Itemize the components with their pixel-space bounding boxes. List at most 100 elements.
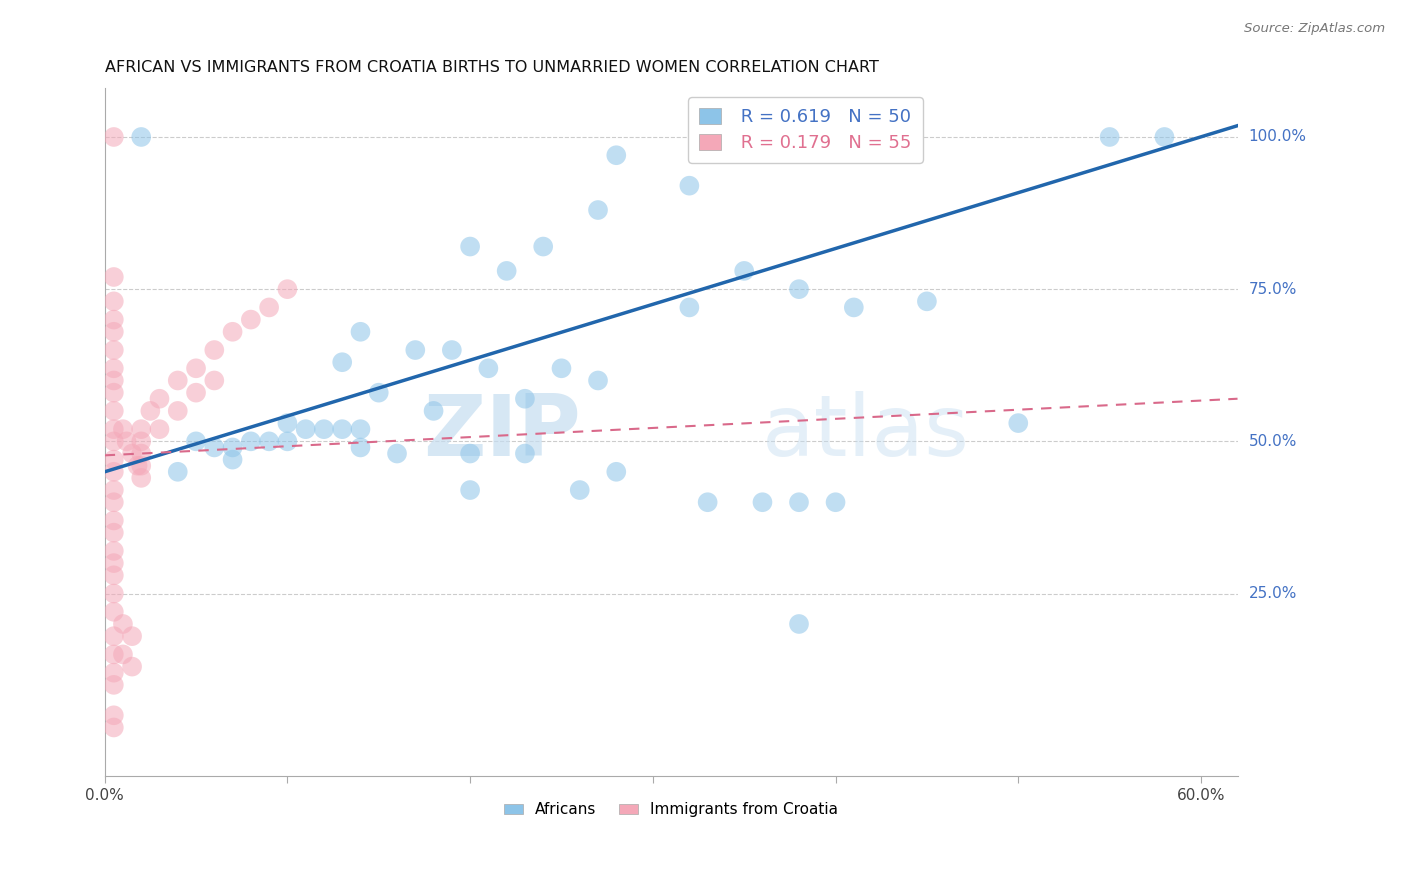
Point [103, 495, 125, 509]
Point [103, 514, 125, 528]
Point [915, 294, 938, 309]
Point [531, 239, 554, 253]
Text: AFRICAN VS IMMIGRANTS FROM CROATIA BIRTHS TO UNMARRIED WOMEN CORRELATION CHART: AFRICAN VS IMMIGRANTS FROM CROATIA BIRTH… [104, 60, 879, 75]
Point [103, 586, 125, 600]
Point [103, 525, 125, 540]
Point [294, 422, 316, 436]
Point [824, 495, 846, 509]
Legend: Africans, Immigrants from Croatia: Africans, Immigrants from Croatia [498, 797, 844, 823]
Point [330, 422, 353, 436]
Point [696, 495, 718, 509]
Point [103, 483, 125, 497]
Point [103, 721, 125, 735]
Point [221, 441, 243, 455]
Point [221, 452, 243, 467]
Point [148, 422, 170, 436]
Point [103, 708, 125, 723]
Point [103, 343, 125, 357]
Point [184, 385, 207, 400]
Text: 75.0%: 75.0% [1249, 282, 1296, 297]
Point [129, 422, 152, 436]
Point [166, 465, 188, 479]
Point [115, 434, 138, 449]
Point [103, 556, 125, 570]
Text: ZIP: ZIP [423, 391, 581, 474]
Point [605, 148, 627, 162]
Point [103, 678, 125, 692]
Point [129, 434, 152, 449]
Point [550, 361, 572, 376]
Point [103, 434, 125, 449]
Point [111, 422, 134, 436]
Point [121, 659, 143, 673]
Point [367, 385, 389, 400]
Point [513, 446, 536, 460]
Point [349, 441, 371, 455]
Point [103, 270, 125, 285]
Point [103, 544, 125, 558]
Point [586, 374, 609, 388]
Point [605, 465, 627, 479]
Point [103, 452, 125, 467]
Point [787, 495, 810, 509]
Point [276, 434, 298, 449]
Point [221, 325, 243, 339]
Point [458, 239, 481, 253]
Point [166, 404, 188, 418]
Point [678, 301, 700, 315]
Point [103, 374, 125, 388]
Point [202, 374, 225, 388]
Point [239, 312, 262, 326]
Point [103, 312, 125, 326]
Point [458, 446, 481, 460]
Point [385, 446, 408, 460]
Point [678, 178, 700, 193]
Point [103, 648, 125, 662]
Point [127, 458, 149, 473]
Point [129, 471, 152, 485]
Point [842, 301, 865, 315]
Point [148, 392, 170, 406]
Point [404, 343, 426, 357]
Point [330, 355, 353, 369]
Point [121, 446, 143, 460]
Point [103, 294, 125, 309]
Point [257, 301, 280, 315]
Point [276, 416, 298, 430]
Point [103, 629, 125, 643]
Point [513, 392, 536, 406]
Point [440, 343, 463, 357]
Point [586, 202, 609, 217]
Point [103, 130, 125, 145]
Point [184, 361, 207, 376]
Point [422, 404, 444, 418]
Point [103, 605, 125, 619]
Point [103, 325, 125, 339]
Point [751, 495, 773, 509]
Point [121, 629, 143, 643]
Point [139, 404, 162, 418]
Point [568, 483, 591, 497]
Point [184, 434, 207, 449]
Text: 100.0%: 100.0% [1249, 129, 1306, 145]
Point [257, 434, 280, 449]
Text: atlas: atlas [762, 391, 970, 474]
Point [787, 282, 810, 296]
Text: 25.0%: 25.0% [1249, 586, 1296, 601]
Point [458, 483, 481, 497]
Point [202, 441, 225, 455]
Point [103, 422, 125, 436]
Point [103, 465, 125, 479]
Point [349, 422, 371, 436]
Point [733, 264, 755, 278]
Point [1153, 130, 1175, 145]
Point [349, 325, 371, 339]
Point [1007, 416, 1029, 430]
Point [202, 343, 225, 357]
Text: Source: ZipAtlas.com: Source: ZipAtlas.com [1244, 22, 1385, 36]
Point [103, 385, 125, 400]
Point [129, 446, 152, 460]
Point [312, 422, 335, 436]
Point [111, 648, 134, 662]
Point [103, 404, 125, 418]
